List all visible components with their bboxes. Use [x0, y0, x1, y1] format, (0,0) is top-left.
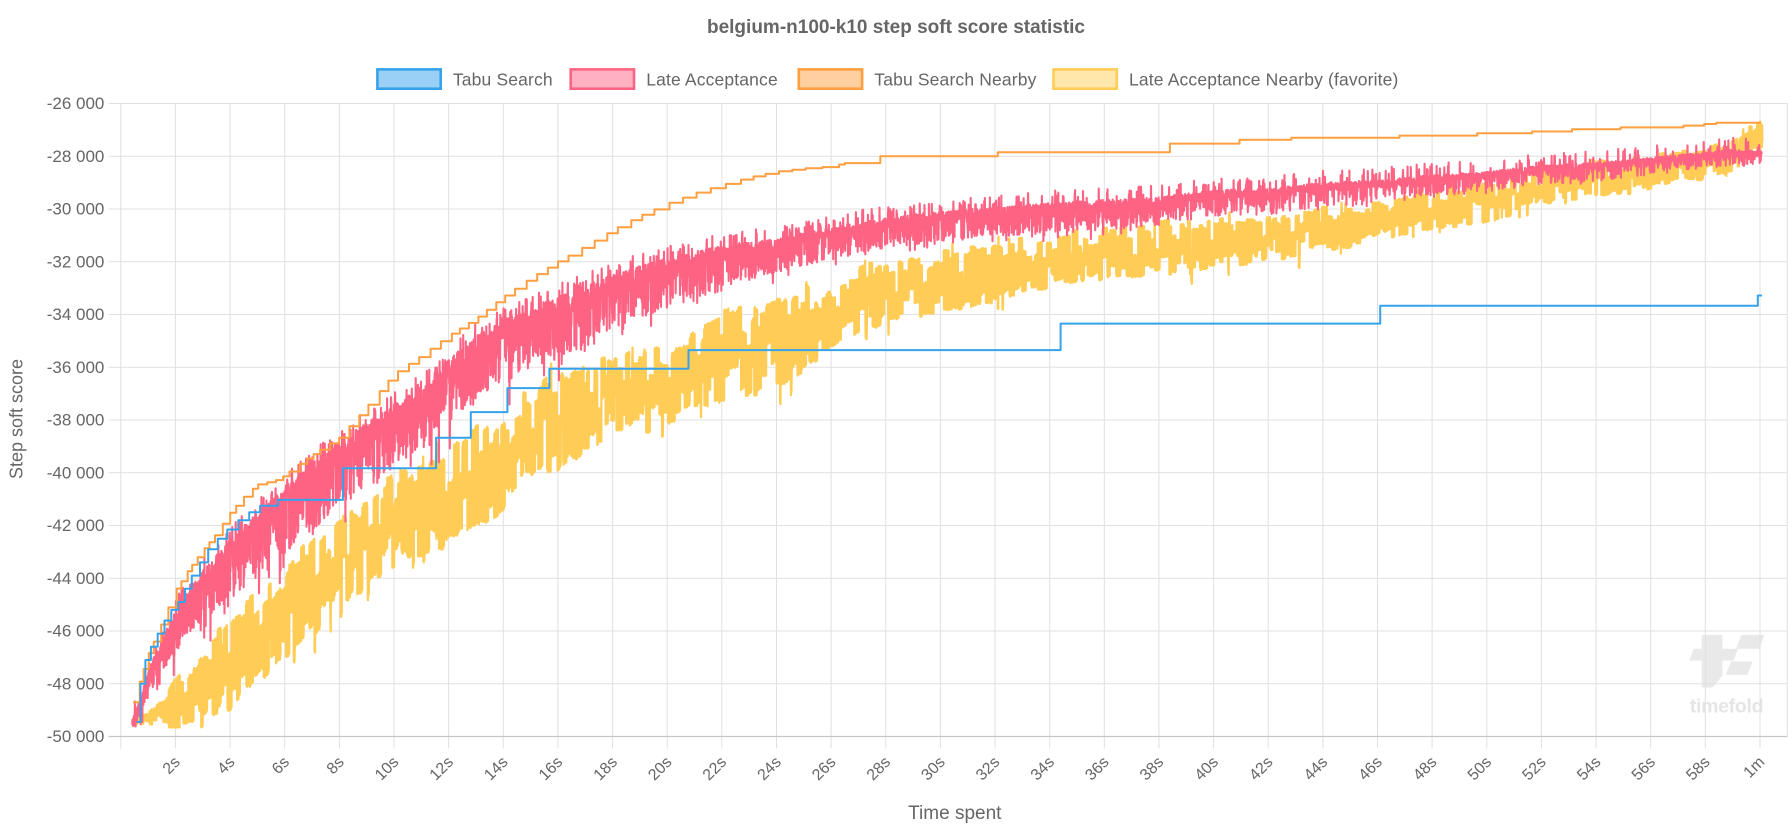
- svg-text:Time spent: Time spent: [908, 803, 1002, 824]
- svg-text:timefold: timefold: [1690, 695, 1763, 717]
- svg-text:-32 000: -32 000: [47, 252, 105, 271]
- svg-text:belgium-n100-k10 step soft sco: belgium-n100-k10 step soft score statist…: [707, 17, 1085, 38]
- svg-text:Late Acceptance Nearby (favori: Late Acceptance Nearby (favorite): [1129, 69, 1399, 89]
- svg-text:-42 000: -42 000: [47, 516, 105, 535]
- svg-text:Late Acceptance: Late Acceptance: [646, 69, 778, 89]
- svg-text:-38 000: -38 000: [47, 411, 105, 430]
- svg-text:-46 000: -46 000: [47, 622, 105, 641]
- svg-text:-48 000: -48 000: [47, 675, 105, 694]
- svg-text:-44 000: -44 000: [47, 569, 105, 588]
- svg-text:Tabu Search: Tabu Search: [453, 69, 553, 89]
- svg-text:Tabu Search Nearby: Tabu Search Nearby: [874, 69, 1036, 89]
- svg-text:-50 000: -50 000: [47, 727, 105, 746]
- svg-text:-28 000: -28 000: [47, 147, 105, 166]
- svg-text:-34 000: -34 000: [47, 305, 105, 324]
- svg-text:-36 000: -36 000: [47, 358, 105, 377]
- svg-text:-26 000: -26 000: [47, 94, 105, 113]
- svg-text:Step soft score: Step soft score: [6, 359, 26, 479]
- svg-text:-30 000: -30 000: [47, 200, 105, 219]
- svg-text:-40 000: -40 000: [47, 463, 105, 482]
